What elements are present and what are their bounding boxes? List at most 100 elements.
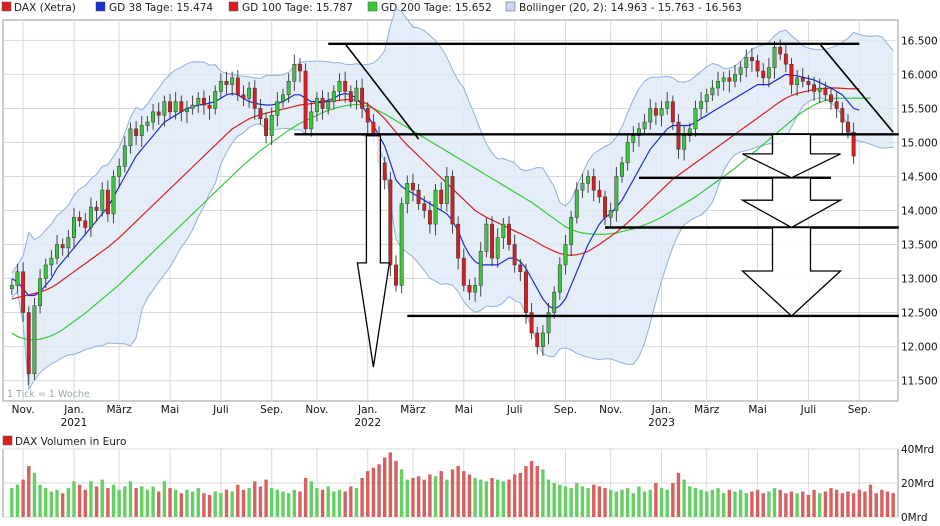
candle-body	[738, 67, 743, 75]
candle-body	[235, 77, 240, 96]
volume-bar	[151, 486, 155, 517]
volume-bar	[818, 493, 822, 517]
candle-body	[693, 108, 698, 130]
candle-body	[337, 80, 342, 92]
candle-body	[326, 101, 331, 109]
price-y-axis: 16.500 16.000 15.500 15.000 14.500 14.000 13.5…	[901, 35, 938, 387]
candle-body	[540, 332, 545, 347]
volume-tick-label: 40Mrd	[901, 444, 934, 456]
annotations	[294, 42, 899, 368]
volume-bar	[230, 491, 234, 517]
volume-bar	[473, 477, 477, 517]
candle-body	[580, 183, 585, 191]
volume-bar	[597, 486, 602, 517]
candle-body	[218, 80, 223, 92]
candle-body	[286, 80, 291, 96]
legend-label-dax: DAX (Xetra)	[14, 2, 76, 14]
down-arrow	[742, 133, 841, 179]
price-tick-label: 14.000	[901, 206, 938, 218]
candle-body	[772, 46, 777, 68]
candle-body	[716, 80, 720, 89]
candle-body	[676, 121, 681, 150]
volume-bar	[823, 491, 828, 517]
candle-body	[800, 77, 805, 82]
volume-bar	[179, 493, 184, 517]
candle-body	[43, 264, 48, 279]
candle-body	[207, 104, 212, 109]
price-tick-label: 13.000	[901, 274, 938, 286]
volume-bar	[309, 481, 313, 517]
candle-body	[461, 257, 466, 286]
volume-bar	[394, 460, 398, 517]
candle-body	[145, 121, 150, 126]
price-tick-label: 13.500	[901, 240, 938, 252]
volume-bar	[778, 489, 782, 517]
volume-bar	[812, 489, 816, 517]
candle-body	[66, 237, 71, 249]
volume-bar	[450, 469, 455, 517]
volume-bar	[603, 488, 607, 517]
candle-body	[778, 46, 783, 55]
volume-bar	[326, 486, 330, 517]
volume-bar	[699, 489, 703, 517]
price-tick-label: 15.000	[901, 137, 938, 149]
volume-bar	[173, 489, 178, 517]
candle-body	[26, 312, 31, 375]
volume-bar	[580, 486, 585, 517]
volume-bar	[512, 474, 517, 517]
volume-bar	[456, 466, 460, 517]
volume-bar	[292, 489, 297, 517]
candle-body	[648, 108, 653, 123]
volume-title: DAX Volumen in Euro	[15, 436, 126, 448]
volume-bar	[688, 486, 692, 517]
volume-bar	[44, 488, 48, 517]
volume-bar	[258, 486, 263, 517]
candle-body	[631, 135, 636, 143]
price-tick-label: 15.500	[901, 103, 938, 115]
candle-body	[535, 332, 540, 347]
volume-bar	[880, 489, 884, 517]
candle-body	[569, 217, 574, 245]
volume-bar	[202, 493, 206, 517]
x-tick-label: Nov.	[599, 404, 622, 416]
candle-body	[365, 108, 370, 123]
candle-body	[439, 189, 444, 204]
volume-bar	[236, 484, 240, 517]
volume-bar	[524, 466, 528, 517]
trend-line	[344, 43, 420, 140]
volume-bar	[552, 483, 556, 517]
candle-body	[134, 128, 139, 136]
candle-body	[427, 210, 432, 225]
candle-body	[314, 97, 319, 113]
candle-body	[100, 189, 105, 211]
x-axis: Nov. Jan. März Mai Juli Sep. Nov. Jan. März Mai Ju…	[12, 404, 871, 429]
volume-bar	[224, 489, 229, 517]
candle-body	[303, 70, 308, 130]
trend-line	[819, 43, 894, 133]
x-tick-label: Nov.	[12, 404, 35, 416]
volume-bar	[541, 469, 545, 517]
volume-bar	[286, 493, 291, 517]
candle-body	[721, 77, 726, 82]
candle-body	[309, 111, 314, 130]
volume-bar	[422, 479, 426, 517]
candle-body	[252, 87, 257, 109]
candle-body	[151, 111, 156, 123]
price-tick-label: 12.500	[901, 308, 938, 320]
volume-bar	[631, 493, 635, 517]
volume-bar	[569, 488, 573, 517]
volume-bar	[275, 489, 280, 517]
volume-bar	[716, 488, 720, 517]
volume-bar	[383, 457, 387, 517]
volume-bar	[654, 483, 658, 517]
candle-body	[15, 271, 20, 286]
candle-body	[117, 166, 122, 177]
volume-bar	[371, 467, 376, 517]
price-tick-label: 16.000	[901, 69, 938, 81]
candle-body	[456, 223, 461, 259]
volume-bar	[247, 488, 251, 517]
volume-bar	[360, 477, 364, 517]
candle-body	[320, 97, 325, 109]
volume-bar	[145, 489, 150, 517]
